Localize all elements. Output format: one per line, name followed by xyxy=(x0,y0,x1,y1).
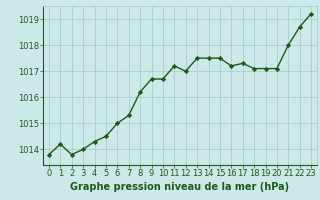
X-axis label: Graphe pression niveau de la mer (hPa): Graphe pression niveau de la mer (hPa) xyxy=(70,182,290,192)
